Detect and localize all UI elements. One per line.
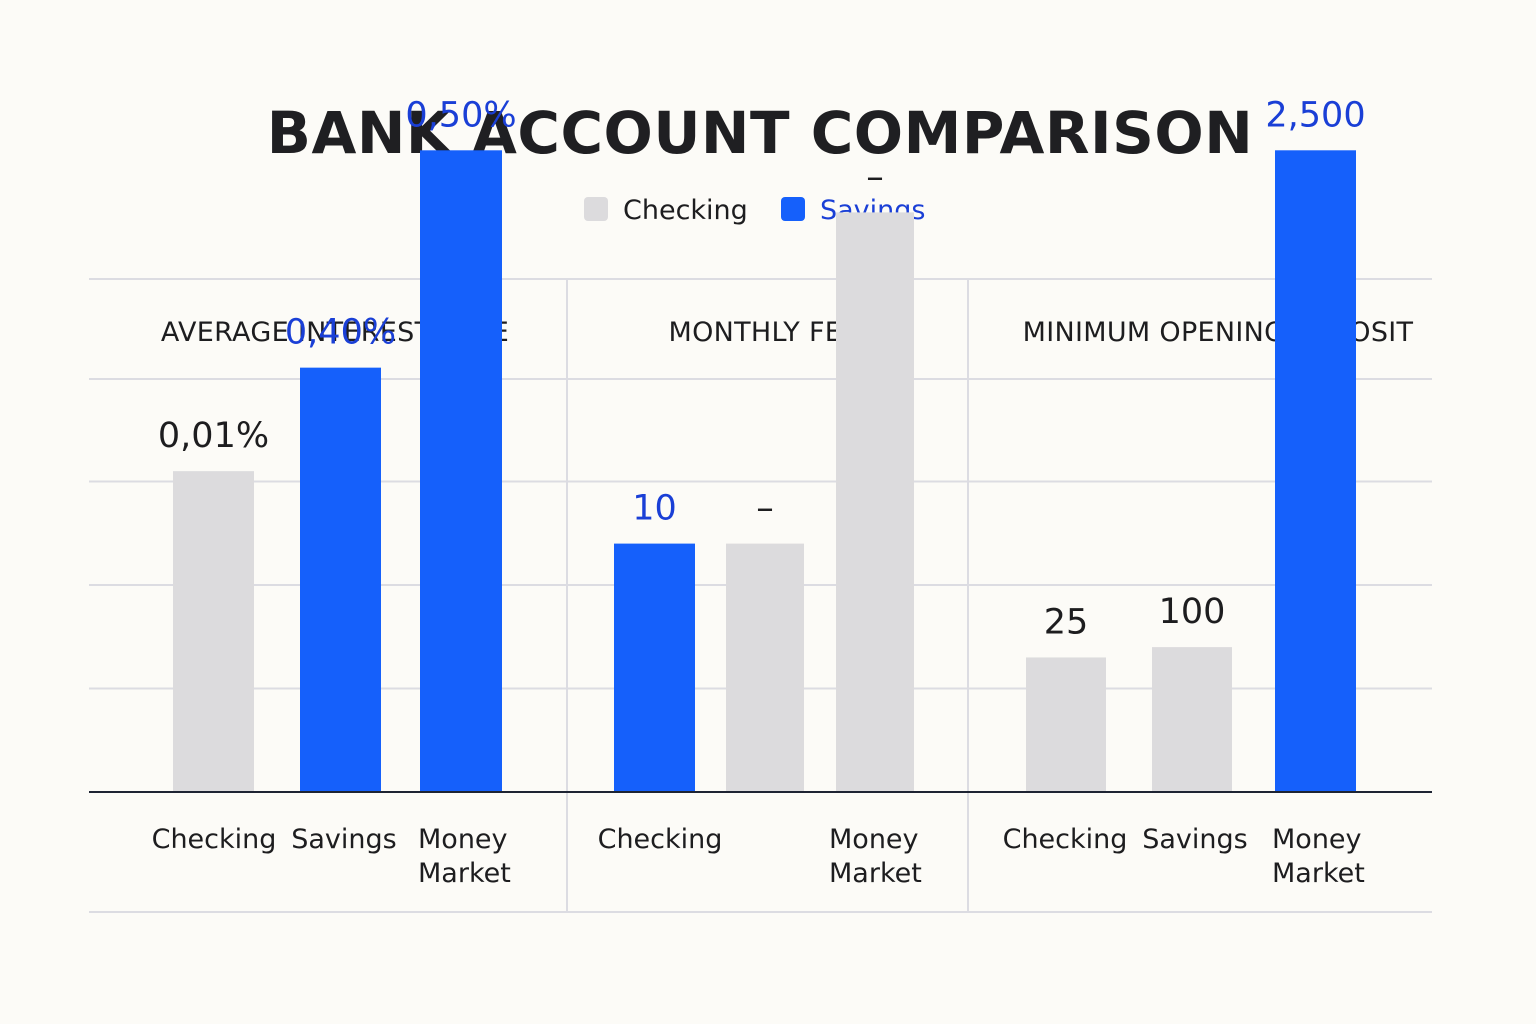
data-label-minimum-opening-deposit-2: 100 — [1159, 592, 1226, 632]
bar-monthly-fee-2 — [726, 543, 804, 792]
data-label-minimum-opening-deposit-3: 2,500 — [1265, 95, 1365, 135]
category-label-line: Money — [1272, 824, 1362, 855]
chart-panels: AVERAGE INTEREST RATE0,01%Checking0,40%S… — [89, 95, 1432, 889]
legend-label-checking: Checking — [623, 195, 748, 226]
category-label-minimum-opening-deposit-2: Savings — [1142, 824, 1247, 855]
panel-title-monthly-fee: MONTHLY FEE — [668, 317, 859, 348]
bar-monthly-fee-1 — [614, 543, 695, 792]
category-label-line: Checking — [152, 824, 277, 855]
category-label-monthly-fee-3: Money Market — [829, 824, 922, 889]
category-label-average-interest-rate-3: Money Market — [418, 824, 511, 889]
panel-minimum-opening-deposit: MINIMUM OPENING DEPOSIT25Checking100Savi… — [1003, 95, 1414, 889]
category-label-line: Checking — [598, 824, 723, 855]
bar-minimum-opening-deposit-1 — [1026, 657, 1106, 792]
data-label-minimum-opening-deposit-1: 25 — [1044, 602, 1089, 642]
bar-average-interest-rate-2 — [300, 367, 381, 792]
category-label-minimum-opening-deposit-3: Money Market — [1272, 824, 1365, 889]
bar-average-interest-rate-1 — [173, 471, 254, 792]
category-label-line: Checking — [1003, 824, 1128, 855]
legend-item-checking: Checking — [584, 195, 748, 226]
category-label-monthly-fee-1: Checking — [598, 824, 723, 855]
panel-average-interest-rate: AVERAGE INTEREST RATE0,01%Checking0,40%S… — [152, 95, 517, 889]
data-label-monthly-fee-3: – — [866, 157, 884, 197]
data-label-monthly-fee-2: – — [756, 489, 774, 529]
bar-minimum-opening-deposit-3 — [1275, 150, 1356, 793]
category-label-minimum-opening-deposit-1: Checking — [1003, 824, 1128, 855]
category-label-line: Market — [1272, 858, 1365, 889]
category-label-line: Money — [829, 824, 919, 855]
bar-minimum-opening-deposit-2 — [1152, 647, 1232, 792]
bar-average-interest-rate-3 — [420, 150, 502, 793]
category-label-average-interest-rate-2: Savings — [291, 824, 396, 855]
category-label-line: Market — [829, 858, 922, 889]
panel-monthly-fee: MONTHLY FEE 10 Checking – – Money Market — [598, 157, 922, 889]
category-label-line: Savings — [1142, 824, 1247, 855]
bar-monthly-fee-3 — [836, 212, 914, 792]
category-label-line: Savings — [291, 824, 396, 855]
legend-swatch-savings — [781, 197, 805, 221]
data-label-average-interest-rate-3: 0,50% — [405, 95, 516, 135]
data-label-average-interest-rate-2: 0,40% — [285, 313, 396, 353]
category-label-line: Market — [418, 858, 511, 889]
legend-swatch-checking — [584, 197, 608, 221]
data-label-average-interest-rate-1: 0,01% — [158, 416, 269, 456]
category-label-line: Money — [418, 824, 508, 855]
data-label-monthly-fee-1: 10 — [632, 489, 677, 529]
category-label-average-interest-rate-1: Checking — [152, 824, 277, 855]
